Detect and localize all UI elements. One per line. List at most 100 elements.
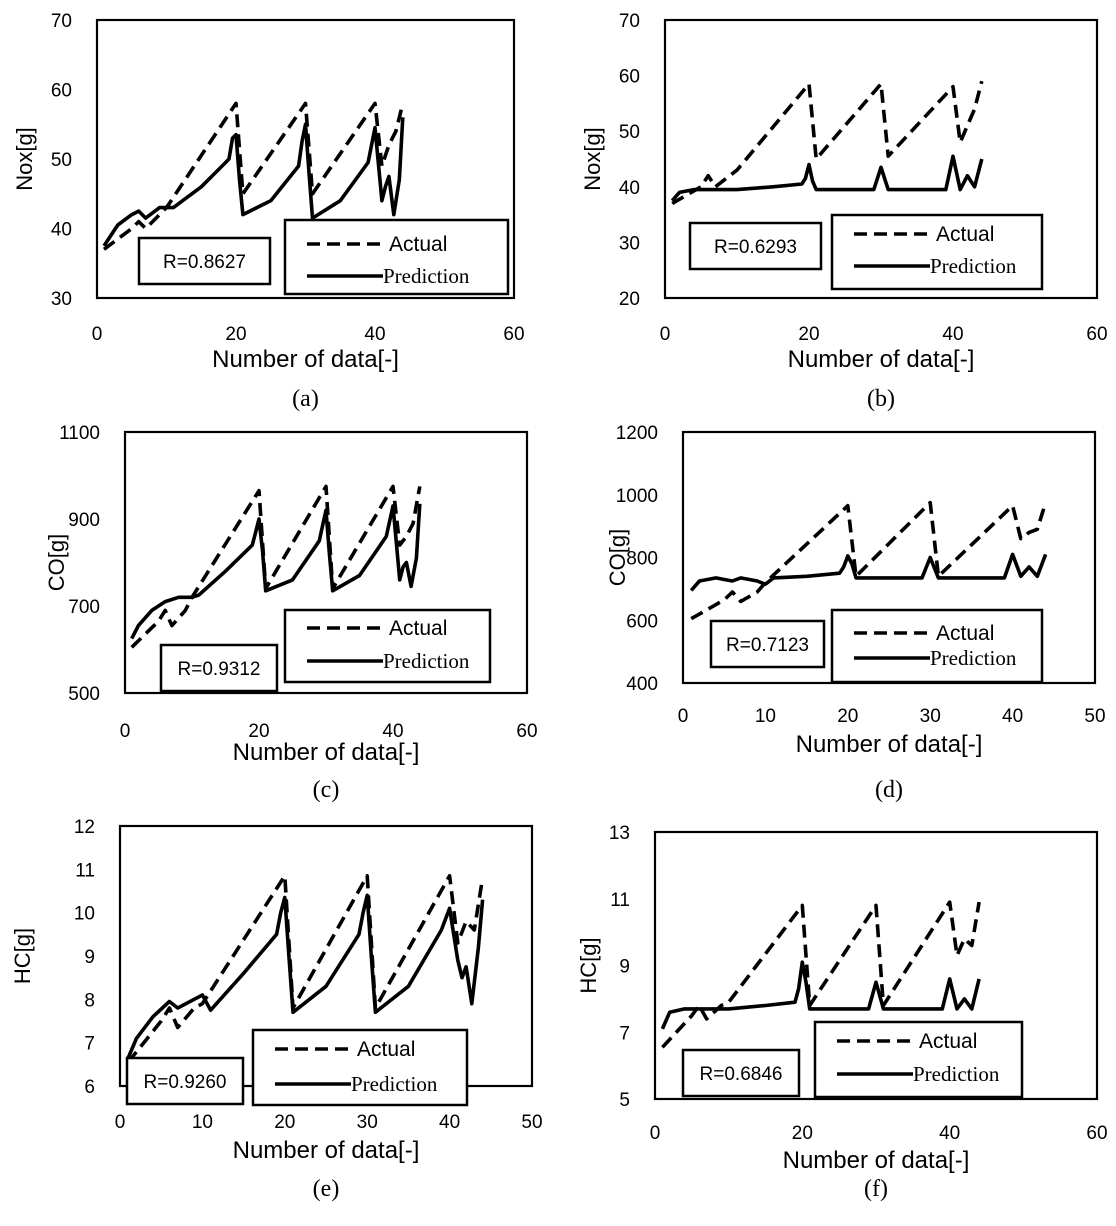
x-axis-label: Number of data[-] [796,731,983,758]
x-tick-label: 20 [248,721,269,742]
x-tick-label: 30 [920,706,941,727]
r-value-box [681,1048,801,1098]
legend-label-actual: Actual [936,223,994,246]
y-tick-label: 500 [68,684,100,705]
chart-panel: 30 40 50 60 70 0 20 40 60 Nox[g] Number of data[-]… [12,11,525,412]
chart-panel: 400 600 800 1000 1200 0 10 20 30 40 50 CO[g] Number … [605,423,1106,803]
legend [830,213,1044,291]
x-tick-label: 0 [660,324,671,345]
x-tick-label: 0 [678,706,689,727]
legend-label-prediction: Prediction [383,649,470,673]
y-tick-label: 30 [619,233,640,254]
x-axis-label: Number of data[-] [233,739,420,766]
legend [813,1020,1024,1099]
legend-label-prediction: Prediction [913,1062,1000,1086]
y-tick-label: 7 [619,1023,630,1044]
x-tick-label: 50 [1084,706,1105,727]
r-value-box [688,221,823,271]
x-tick-label: 40 [1002,706,1023,727]
y-tick-label: 700 [68,597,100,618]
x-tick-label: 20 [837,706,858,727]
y-tick-label: 13 [609,823,630,844]
y-tick-label: 9 [84,947,95,968]
legend-label-actual: Actual [936,622,994,645]
y-tick-label: 800 [626,549,658,570]
legend [283,218,510,296]
y-tick-label: 50 [619,122,640,143]
panel-caption: (b) [867,386,895,412]
r-value-text: R=0.7123 [726,635,809,656]
x-tick-label: 20 [798,324,819,345]
y-axis-label: Nox[g] [580,127,605,191]
x-tick-label: 60 [1086,324,1107,345]
y-tick-label: 1100 [59,423,100,444]
r-value-text: R=0.9260 [144,1072,227,1093]
y-tick-label: 60 [619,67,640,88]
y-tick-label: 20 [619,289,640,310]
r-value-text: R=0.6846 [700,1064,783,1085]
legend-label-prediction: Prediction [930,646,1017,670]
x-axis-label: Number of data[-] [783,1147,970,1174]
panel-caption: (f) [864,1176,888,1202]
legend [830,608,1044,684]
x-tick-label: 50 [521,1112,542,1133]
y-tick-label: 30 [51,289,72,310]
y-tick-label: 60 [51,81,72,102]
chart-panel: 5 7 9 11 13 0 20 40 60 HC[g] Number of data[-](f) R… [576,823,1108,1202]
r-value-text: R=0.6293 [714,237,797,258]
x-axis-label: Number of data[-] [233,1137,420,1164]
y-tick-label: 8 [84,990,95,1011]
r-value-box [137,236,272,286]
y-tick-label: 5 [619,1090,630,1111]
y-tick-label: 900 [68,510,100,531]
chart-panel: 6 7 8 9 10 11 12 0 10 20 30 40 50 HC[g] Number of data… [10,817,543,1202]
x-tick-label: 40 [939,1123,960,1144]
y-axis-label: HC[g] [10,928,35,984]
series-line-prediction [130,503,422,640]
legend-label-prediction: Prediction [351,1072,438,1096]
x-tick-label: 60 [516,721,537,742]
x-tick-label: 60 [1086,1123,1107,1144]
y-tick-label: 1000 [616,486,658,507]
y-tick-label: 6 [84,1077,95,1098]
x-tick-label: 0 [115,1112,126,1133]
series-line-actual [671,80,984,206]
x-axis-label: Number of data[-] [788,346,975,373]
plot-area [95,18,516,300]
x-tick-label: 20 [225,324,246,345]
panel-caption: (c) [313,777,340,803]
x-tick-label: 20 [274,1112,295,1133]
x-tick-label: 0 [120,721,131,742]
y-tick-label: 70 [51,11,72,32]
r-value-box [125,1056,245,1106]
legend-label-prediction: Prediction [383,264,470,288]
y-tick-label: 11 [610,890,630,911]
r-value-box [159,643,279,693]
legend-label-actual: Actual [357,1038,415,1061]
y-tick-label: 600 [626,611,658,632]
plot-area [653,830,1099,1101]
y-tick-label: 11 [75,860,95,881]
series-line-prediction [660,960,981,1030]
x-tick-label: 10 [755,706,776,727]
y-axis-label: CO[g] [605,529,630,586]
series-line-prediction [689,552,1048,592]
legend [283,608,492,684]
y-tick-label: 10 [74,904,95,925]
x-tick-label: 40 [439,1112,460,1133]
y-tick-label: 400 [626,674,658,695]
series-line-actual [690,500,1048,621]
y-tick-label: 12 [74,817,95,838]
panel-caption: (a) [292,386,319,412]
legend-label-actual: Actual [389,617,447,640]
x-tick-label: 0 [650,1123,661,1144]
x-tick-label: 40 [382,721,403,742]
y-tick-label: 50 [51,150,72,171]
y-tick-label: 9 [619,957,630,978]
panel-caption: (d) [875,777,903,803]
series-line-prediction [670,154,984,202]
chart-panel: 20 30 40 50 60 70 0 20 40 60 Nox[g] Number of data[… [580,11,1108,412]
series-line-prediction [102,117,405,247]
panel-caption: (e) [313,1176,340,1202]
